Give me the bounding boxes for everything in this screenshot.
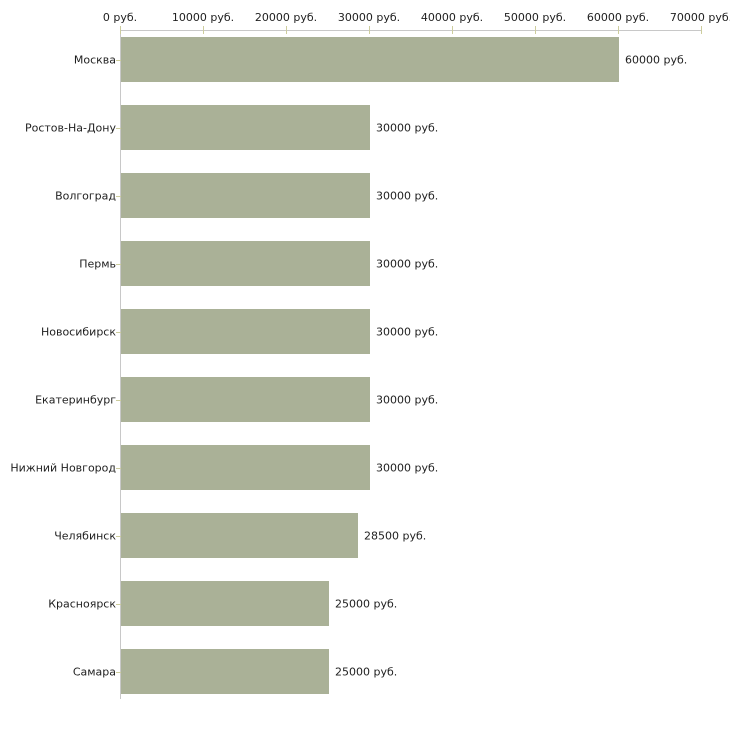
x-axis-tick-label: 20000 руб. — [254, 11, 318, 24]
value-label: 30000 руб. — [376, 189, 439, 202]
value-label: 25000 руб. — [335, 597, 398, 610]
x-axis-line — [120, 30, 702, 31]
x-axis-tick-mark — [618, 26, 619, 34]
x-axis-tick-mark — [535, 26, 536, 34]
value-label: 60000 руб. — [625, 53, 688, 66]
x-axis-tick-mark — [452, 26, 453, 34]
x-axis-tick-label: 10000 руб. — [171, 11, 235, 24]
x-axis-tick-mark — [701, 26, 702, 34]
bar — [121, 37, 619, 82]
y-axis-tick-mark — [116, 604, 122, 605]
category-label: Волгоград — [55, 189, 116, 202]
category-label: Пермь — [79, 257, 116, 270]
x-axis-tick-mark — [369, 26, 370, 34]
x-axis-tick-label: 70000 руб. — [669, 11, 730, 24]
y-axis-tick-mark — [116, 60, 122, 61]
y-axis-tick-mark — [116, 468, 122, 469]
bar — [121, 105, 370, 150]
x-axis-tick-mark — [286, 26, 287, 34]
value-label: 30000 руб. — [376, 325, 439, 338]
y-axis-tick-mark — [116, 128, 122, 129]
x-axis-tick-label: 0 руб. — [102, 11, 138, 24]
value-label: 25000 руб. — [335, 665, 398, 678]
bar — [121, 581, 329, 626]
category-label: Самара — [72, 665, 116, 678]
bar — [121, 377, 370, 422]
category-label: Красноярск — [48, 597, 116, 610]
category-label: Челябинск — [54, 529, 116, 542]
bar — [121, 173, 370, 218]
y-axis-line — [120, 30, 121, 699]
value-label: 28500 руб. — [364, 529, 427, 542]
value-label: 30000 руб. — [376, 393, 439, 406]
value-label: 30000 руб. — [376, 121, 439, 134]
bar — [121, 309, 370, 354]
bar — [121, 513, 358, 558]
y-axis-tick-mark — [116, 400, 122, 401]
y-axis-tick-mark — [116, 332, 122, 333]
value-label: 30000 руб. — [376, 461, 439, 474]
bar — [121, 241, 370, 286]
x-axis-tick-mark — [203, 26, 204, 34]
x-axis-tick-label: 50000 руб. — [503, 11, 567, 24]
category-label: Москва — [73, 53, 116, 66]
category-label: Нижний Новгород — [10, 461, 116, 474]
x-axis-tick-label: 60000 руб. — [586, 11, 650, 24]
y-axis-tick-mark — [116, 672, 122, 673]
category-label: Екатеринбург — [35, 393, 116, 406]
value-label: 30000 руб. — [376, 257, 439, 270]
category-label: Новосибирск — [40, 325, 116, 338]
y-axis-tick-mark — [116, 196, 122, 197]
bar — [121, 445, 370, 490]
category-label: Ростов-На-Дону — [24, 121, 116, 134]
y-axis-tick-mark — [116, 536, 122, 537]
x-axis-tick-label: 40000 руб. — [420, 11, 484, 24]
x-axis-tick-label: 30000 руб. — [337, 11, 401, 24]
x-axis-tick-mark — [120, 26, 121, 34]
bar — [121, 649, 329, 694]
y-axis-tick-mark — [116, 264, 122, 265]
